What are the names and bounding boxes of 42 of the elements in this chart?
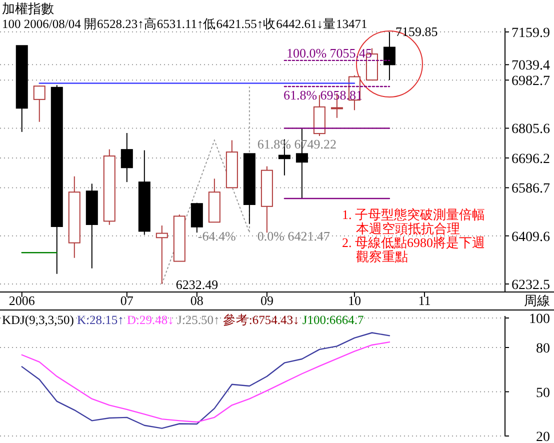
text: 周線 xyxy=(524,293,550,308)
x-tick-label: 10 xyxy=(348,293,361,308)
annotation: 1. 子母型態突破測量倍幅 xyxy=(342,207,485,222)
line-series xyxy=(21,341,390,423)
y-tick-label: 100 xyxy=(529,312,550,327)
annotation: J100:6664.7 xyxy=(302,313,364,327)
chart-subtitle: 100 2006/08/04 開6528.23↑高6531.11↑低6421.55↑收6442.61↓量13471 xyxy=(2,16,368,31)
annotation: -64.4% xyxy=(198,228,236,244)
y-tick-label: 6409.6 xyxy=(512,230,550,245)
x-tick-label: 11 xyxy=(418,293,431,308)
y-tick-label: 6232.5 xyxy=(512,278,550,293)
text: D:29.48↓ xyxy=(127,313,177,327)
chart-title: KDJ(9,3,3,50) xyxy=(2,313,77,327)
annotation: 本週空頭抵抗合理 xyxy=(356,221,460,236)
x-tick-label: 2006 xyxy=(8,293,36,308)
y-tick-label: 6805.6 xyxy=(512,122,550,138)
candlestick xyxy=(120,132,133,183)
annotation: 0.0% 6421.47 xyxy=(257,228,331,244)
y-tick-label: 7159.9 xyxy=(512,26,550,41)
chart-title: 加權指數 xyxy=(2,1,54,16)
x-tick-label: 08 xyxy=(190,293,204,308)
annotation: 觀察重點 xyxy=(356,249,408,264)
y-tick-label: 6696.2 xyxy=(512,152,550,167)
y-tick-label: 80 xyxy=(536,342,550,356)
line-series xyxy=(21,332,390,429)
text: K:28.15↑ xyxy=(77,313,127,327)
annotation: 參考:6754.43↓ xyxy=(222,313,302,327)
candlestick xyxy=(190,202,203,234)
annotation: 2. 母線低點6980將是下週 xyxy=(342,235,485,250)
annotation: J:25.50↑ xyxy=(177,313,223,327)
candlestick xyxy=(383,31,396,81)
candlestick xyxy=(33,85,46,122)
x-tick-label: 09 xyxy=(260,293,274,308)
annotation: 6232.49 xyxy=(176,276,218,292)
y-tick-label: 20 xyxy=(536,430,550,443)
y-tick-label: 6586.7 xyxy=(512,182,550,197)
x-tick-label: 07 xyxy=(120,293,134,308)
y-tick-label: 50 xyxy=(536,386,550,401)
y-tick-label: 7039.4 xyxy=(512,58,550,74)
y-tick-label: 6982.7 xyxy=(512,74,550,90)
candlestick xyxy=(156,224,168,284)
annotation: 7159.85 xyxy=(395,24,438,39)
